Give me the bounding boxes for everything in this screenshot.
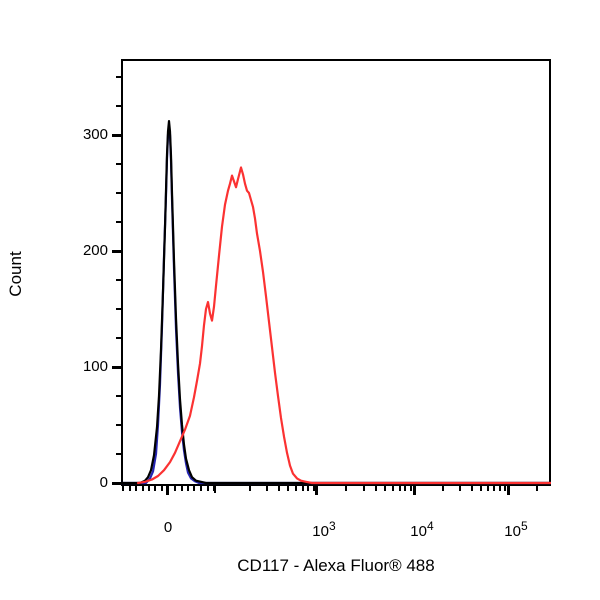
x-minor-tick: [479, 486, 482, 491]
x-minor-tick: [442, 486, 445, 491]
x-minor-tick: [404, 486, 407, 491]
x-minor-tick: [287, 486, 289, 491]
x-minor-tick: [160, 486, 163, 491]
x-minor-tick: [362, 486, 365, 491]
x-minor-tick: [206, 486, 209, 491]
y-minor-tick: [116, 453, 121, 455]
x-minor-tick: [470, 486, 473, 491]
y-minor-tick: [116, 337, 121, 339]
x-major-tick: [315, 486, 319, 495]
y-tick-label: 0: [99, 474, 108, 491]
plot-frame: [121, 59, 551, 486]
x-minor-tick: [301, 486, 304, 491]
x-major-tick: [413, 486, 417, 495]
x-tick-label: 104: [410, 519, 434, 540]
x-minor-tick: [503, 486, 506, 491]
x-minor-tick: [249, 486, 251, 491]
y-minor-tick: [116, 76, 121, 78]
y-tick-label: 200: [82, 242, 108, 259]
curves-svg: [121, 59, 551, 486]
x-minor-tick: [199, 486, 202, 491]
x-minor-tick: [141, 486, 144, 491]
x-minor-tick: [409, 486, 412, 491]
y-major-tick: [112, 133, 121, 137]
y-minor-tick: [116, 105, 121, 107]
x-minor-tick: [493, 486, 496, 491]
x-minor-tick: [180, 486, 183, 491]
y-minor-tick: [116, 192, 121, 194]
x-tick-label: 105: [504, 519, 528, 540]
x-minor-tick: [307, 486, 310, 491]
x-minor-tick: [193, 486, 196, 491]
y-minor-tick: [116, 424, 121, 426]
x-major-tick: [507, 486, 511, 495]
x-minor-tick: [154, 486, 157, 491]
y-major-tick: [112, 365, 121, 369]
x-minor-tick: [174, 486, 176, 491]
x-minor-tick: [277, 486, 280, 491]
x-axis-title: CD117 - Alexa Fluor® 488: [237, 556, 435, 575]
x-minor-tick: [186, 486, 189, 491]
x-minor-tick: [345, 486, 348, 491]
x-minor-tick: [536, 486, 539, 491]
y-minor-tick: [116, 221, 121, 223]
x-medium-tick: [213, 486, 217, 493]
x-minor-tick: [128, 486, 131, 491]
x-major-tick: [166, 486, 170, 495]
y-minor-tick: [116, 395, 121, 397]
x-minor-tick: [398, 486, 401, 491]
x-tick-label: 103: [312, 519, 336, 540]
x-minor-tick: [392, 486, 395, 491]
x-tick-label: 0: [163, 519, 173, 536]
y-tick-label: 100: [82, 358, 108, 375]
x-minor-tick: [312, 486, 315, 491]
x-minor-tick: [384, 486, 387, 491]
y-minor-tick: [116, 279, 121, 281]
x-minor-tick: [265, 486, 268, 491]
x-minor-tick: [122, 486, 125, 491]
x-minor-tick: [458, 486, 461, 491]
y-major-tick: [112, 481, 121, 485]
x-minor-tick: [487, 486, 489, 491]
y-axis-title: Count: [6, 251, 25, 297]
y-minor-tick: [116, 163, 121, 165]
control-black-curve: [121, 119, 551, 485]
y-minor-tick: [116, 308, 121, 310]
x-minor-tick: [295, 486, 297, 491]
y-major-tick: [112, 249, 121, 253]
x-minor-tick: [135, 486, 137, 491]
y-tick-label: 300: [82, 126, 108, 143]
cd117-red-curve: [136, 166, 551, 485]
x-minor-tick: [147, 486, 150, 491]
x-minor-tick: [374, 486, 377, 491]
x-minor-tick: [498, 486, 501, 491]
